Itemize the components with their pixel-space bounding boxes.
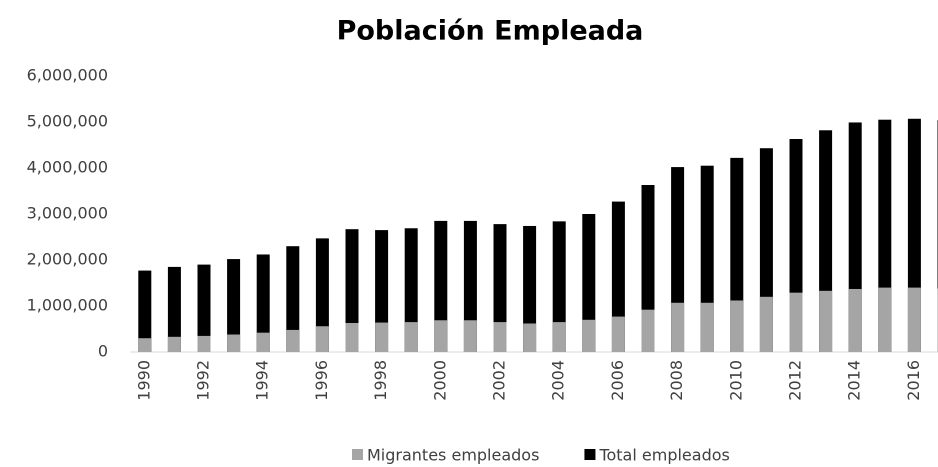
- x-tick-label: 1996: [312, 360, 331, 401]
- x-tick-label: 1990: [134, 360, 153, 401]
- bar: [345, 323, 359, 352]
- chart-title: Población Empleada: [337, 16, 644, 47]
- bar: [256, 254, 270, 352]
- bar: [197, 264, 211, 352]
- legend-label: Migrantes empleados: [367, 446, 539, 465]
- bar: [463, 320, 477, 352]
- bar: [197, 335, 211, 352]
- bar: [286, 246, 300, 352]
- bar: [167, 266, 181, 352]
- x-tick-label: 2000: [430, 360, 449, 401]
- bar: [523, 225, 537, 352]
- bar: [315, 326, 329, 352]
- x-tick-label: 1992: [194, 360, 213, 401]
- bar: [789, 292, 803, 352]
- bar: [434, 320, 448, 352]
- bar: [315, 238, 329, 352]
- y-tick-label: 5,000,000: [27, 112, 108, 131]
- bar: [375, 230, 389, 352]
- bar: [907, 287, 921, 352]
- y-tick-label: 3,000,000: [27, 204, 108, 223]
- bar: [671, 302, 685, 352]
- legend-swatch: [584, 449, 596, 460]
- bar: [493, 322, 507, 352]
- bar: [611, 316, 625, 352]
- x-tick-label: 2006: [608, 360, 627, 401]
- x-tick-label: 2004: [549, 360, 568, 401]
- bar: [404, 322, 418, 352]
- bar: [256, 332, 270, 352]
- bar: [138, 338, 152, 352]
- bar: [404, 228, 418, 352]
- x-tick-label: 2008: [667, 360, 686, 401]
- bar: [819, 290, 833, 352]
- y-tick-label: 2,000,000: [27, 250, 108, 269]
- bar: [552, 221, 566, 352]
- bar: [582, 214, 596, 352]
- bar: [611, 201, 625, 352]
- bar: [552, 322, 566, 352]
- y-tick-label: 6,000,000: [27, 66, 108, 85]
- bar: [582, 319, 596, 352]
- x-tick-label: 2012: [786, 360, 805, 401]
- bar: [730, 300, 744, 352]
- bar: [167, 336, 181, 352]
- y-tick-label: 0: [98, 342, 108, 361]
- bar: [759, 296, 773, 352]
- bar: [345, 229, 359, 352]
- bar: [878, 287, 892, 352]
- bar: [700, 302, 714, 352]
- x-tick-label: 2002: [490, 360, 509, 401]
- bar: [463, 220, 477, 352]
- bar: [848, 288, 862, 352]
- bar: [434, 220, 448, 352]
- legend-swatch: [352, 449, 363, 460]
- x-tick-label: 2016: [904, 360, 923, 401]
- x-tick-label: 2014: [845, 360, 864, 401]
- bar: [227, 259, 241, 352]
- bar: [138, 270, 152, 352]
- y-tick-label: 1,000,000: [27, 296, 108, 315]
- x-tick-label: 2010: [726, 360, 745, 401]
- x-tick-label: 1994: [253, 360, 272, 401]
- bar: [523, 323, 537, 352]
- bar: [227, 334, 241, 352]
- bar: [493, 224, 507, 352]
- bar: [286, 329, 300, 352]
- bar: [641, 309, 655, 352]
- y-tick-label: 4,000,000: [27, 158, 108, 177]
- legend-label: Total empleados: [598, 446, 729, 465]
- x-tick-label: 1998: [371, 360, 390, 401]
- bar: [375, 322, 389, 352]
